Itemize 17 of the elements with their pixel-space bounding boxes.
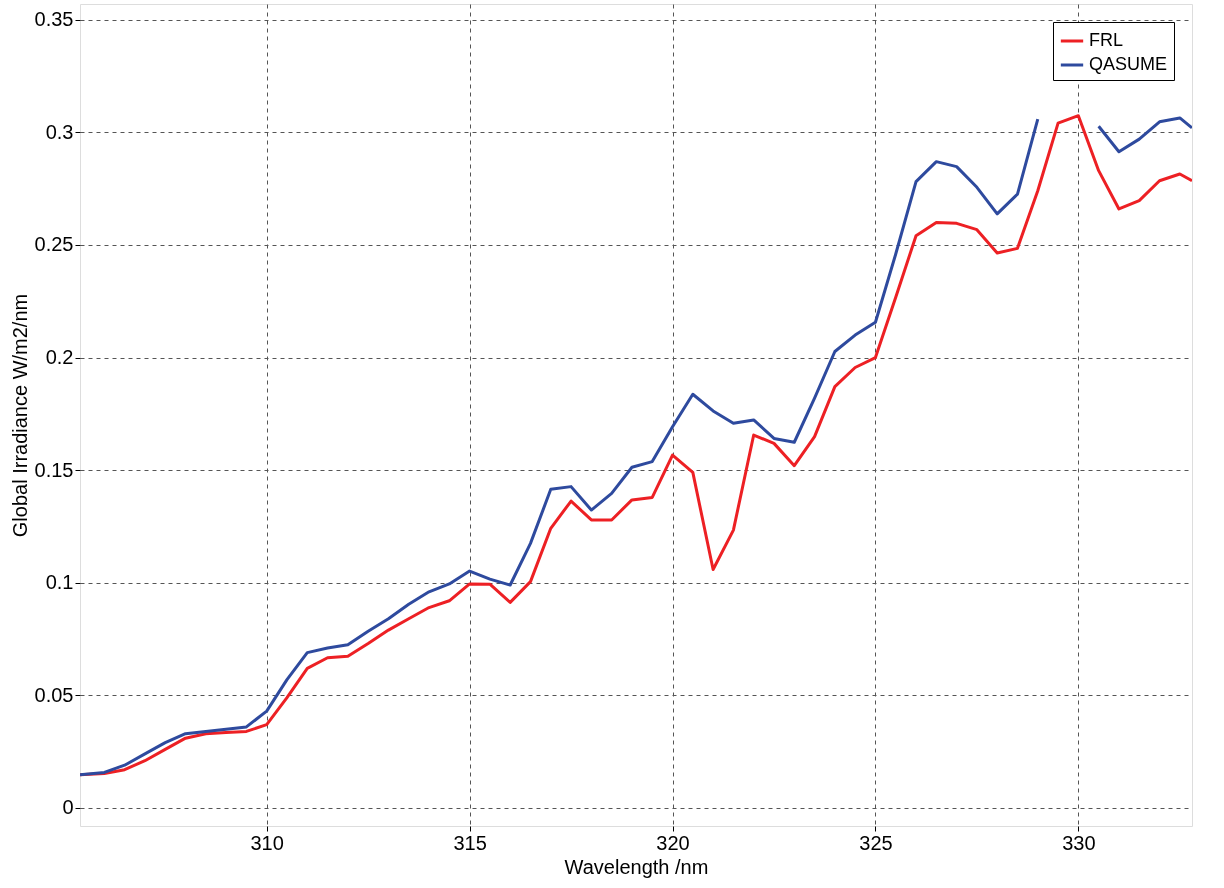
y-tick-label: 0.25 (34, 233, 74, 256)
x-tick-label: 330 (1062, 831, 1096, 854)
x-tick-label: 310 (250, 831, 284, 854)
y-tick-label: 0.15 (34, 458, 74, 481)
legend-label: FRL (1089, 30, 1124, 50)
x-axis-title: Wavelength /nm (564, 855, 709, 878)
x-tick-label: 320 (656, 831, 690, 854)
y-axis-title: Global Irradiance W/m2/nm (8, 293, 31, 538)
x-tick-label: 315 (453, 831, 487, 854)
legend-label: QASUME (1089, 54, 1168, 74)
y-tick-label: 0.05 (34, 683, 74, 706)
y-tick-label: 0.2 (45, 346, 74, 369)
y-tick-label: 0 (62, 796, 74, 819)
y-tick-label: 0.3 (45, 120, 74, 143)
x-tick-label: 325 (859, 831, 893, 854)
y-tick-label: 0.35 (34, 8, 74, 31)
y-tick-label: 0.1 (45, 571, 74, 594)
